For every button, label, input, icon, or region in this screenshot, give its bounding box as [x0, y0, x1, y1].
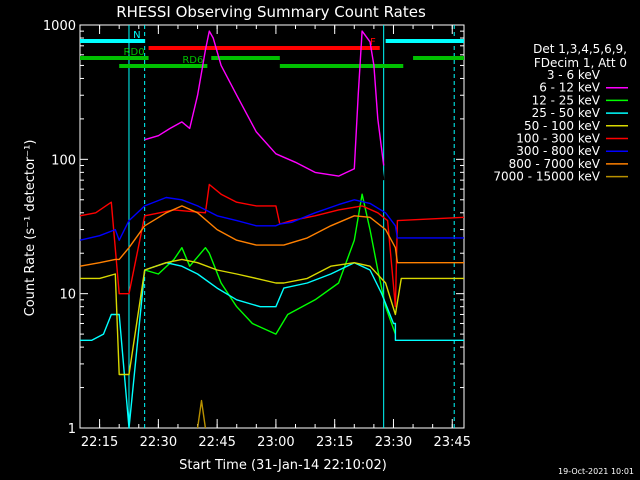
legend-label: 6 - 12 keV — [539, 81, 601, 95]
legend-label: 12 - 25 keV — [532, 93, 601, 107]
x-tick-label: 23:45 — [434, 435, 471, 450]
legend-label: 7000 - 15000 keV — [493, 170, 600, 184]
y-tick-label: 10 — [59, 288, 76, 303]
legend-label: 300 - 800 keV — [516, 144, 600, 158]
y-tick-label: 100 — [51, 153, 76, 168]
series-line-5 — [79, 183, 465, 308]
series-line-3 — [80, 262, 464, 429]
plot-frame — [79, 24, 465, 429]
series-line-7 — [79, 205, 464, 267]
x-tick-label: 22:30 — [140, 435, 177, 450]
series-line-4 — [80, 258, 464, 376]
legend-header-line2: FDecim 1, Att 0 — [534, 56, 627, 70]
legend-label: 50 - 100 keV — [524, 119, 601, 133]
y-tick-label: 1000 — [43, 19, 76, 34]
legend-header-line1: Det 1,3,4,5,6,9, — [533, 42, 627, 56]
plot-area: 1 10 100 1000 22:15 22:30 22:45 23:00 23:15 23:30… — [43, 19, 471, 450]
chart-title: RHESSI Observing Summary Count Rates — [116, 3, 426, 21]
series-line-0 — [144, 80, 385, 195]
x-tick-label: 22:15 — [81, 435, 118, 450]
legend-label: 800 - 7000 keV — [509, 157, 601, 171]
x-tick-label: 23:30 — [375, 435, 412, 450]
series-line-8 — [196, 399, 207, 429]
legend-label: 3 - 6 keV — [547, 68, 601, 82]
status-bar-label: N — [133, 30, 140, 41]
status-bar-label: F — [370, 37, 376, 48]
series-line-6 — [79, 196, 464, 241]
x-tick-label: 23:15 — [316, 435, 353, 450]
series-line-2 — [144, 193, 397, 335]
series-line-1 — [144, 30, 385, 177]
legend-label: 25 - 50 keV — [532, 106, 601, 120]
x-tick-label: 22:45 — [198, 435, 235, 450]
x-axis-label: Start Time (31-Jan-14 22:10:02) — [179, 458, 387, 473]
y-tick-label: 1 — [68, 422, 76, 437]
legend-label: 100 - 300 keV — [516, 132, 600, 146]
status-bar-label: RD0 — [124, 47, 145, 58]
status-bar-label: RD6 — [182, 55, 203, 66]
timestamp: 19-Oct-2021 10:01 — [558, 467, 634, 476]
y-axis-label: Count Rate (s⁻¹ detector⁻¹) — [23, 140, 38, 317]
x-tick-label: 23:00 — [257, 435, 294, 450]
